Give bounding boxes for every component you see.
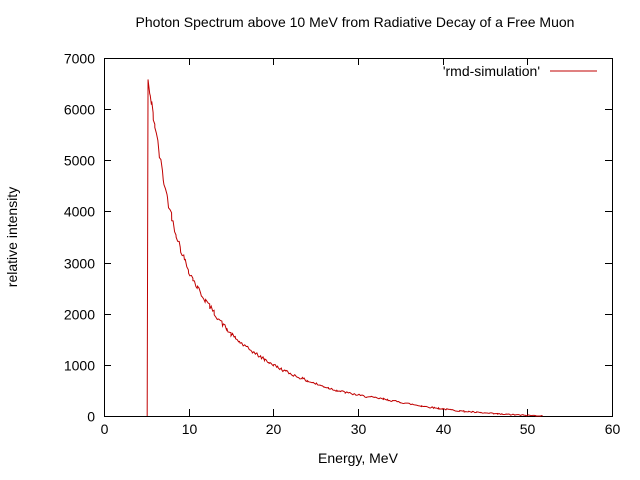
x-axis-label: Energy, MeV bbox=[318, 450, 399, 466]
y-tick-label: 1000 bbox=[64, 358, 95, 374]
y-tick-label: 5000 bbox=[64, 153, 95, 169]
x-tick-label: 0 bbox=[101, 421, 109, 437]
x-tick-label: 10 bbox=[182, 421, 198, 437]
x-tick-label: 30 bbox=[351, 421, 367, 437]
y-tick-label: 6000 bbox=[64, 102, 95, 118]
data-series bbox=[146, 79, 543, 417]
plot-border bbox=[104, 58, 613, 417]
legend: 'rmd-simulation' bbox=[443, 63, 597, 79]
x-tick-label: 60 bbox=[605, 421, 621, 437]
legend-label: 'rmd-simulation' bbox=[443, 63, 540, 79]
axis-ticks: 0 10 20 30 40 50 60 0 1000 2000 3000 4000 5000 6000 70… bbox=[64, 51, 621, 438]
x-tick-label: 40 bbox=[436, 421, 452, 437]
spectrum-curve bbox=[146, 79, 543, 417]
y-tick-label: 4000 bbox=[64, 204, 95, 220]
chart-title: Photon Spectrum above 10 MeV from Radiat… bbox=[136, 14, 575, 30]
y-tick-label: 2000 bbox=[64, 307, 95, 323]
y-tick-label: 0 bbox=[87, 409, 95, 425]
y-tick-label: 3000 bbox=[64, 256, 95, 272]
y-axis-label: relative intensity bbox=[4, 187, 20, 287]
x-tick-label: 20 bbox=[266, 421, 282, 437]
y-tick-label: 7000 bbox=[64, 51, 95, 67]
x-tick-label: 50 bbox=[520, 421, 536, 437]
